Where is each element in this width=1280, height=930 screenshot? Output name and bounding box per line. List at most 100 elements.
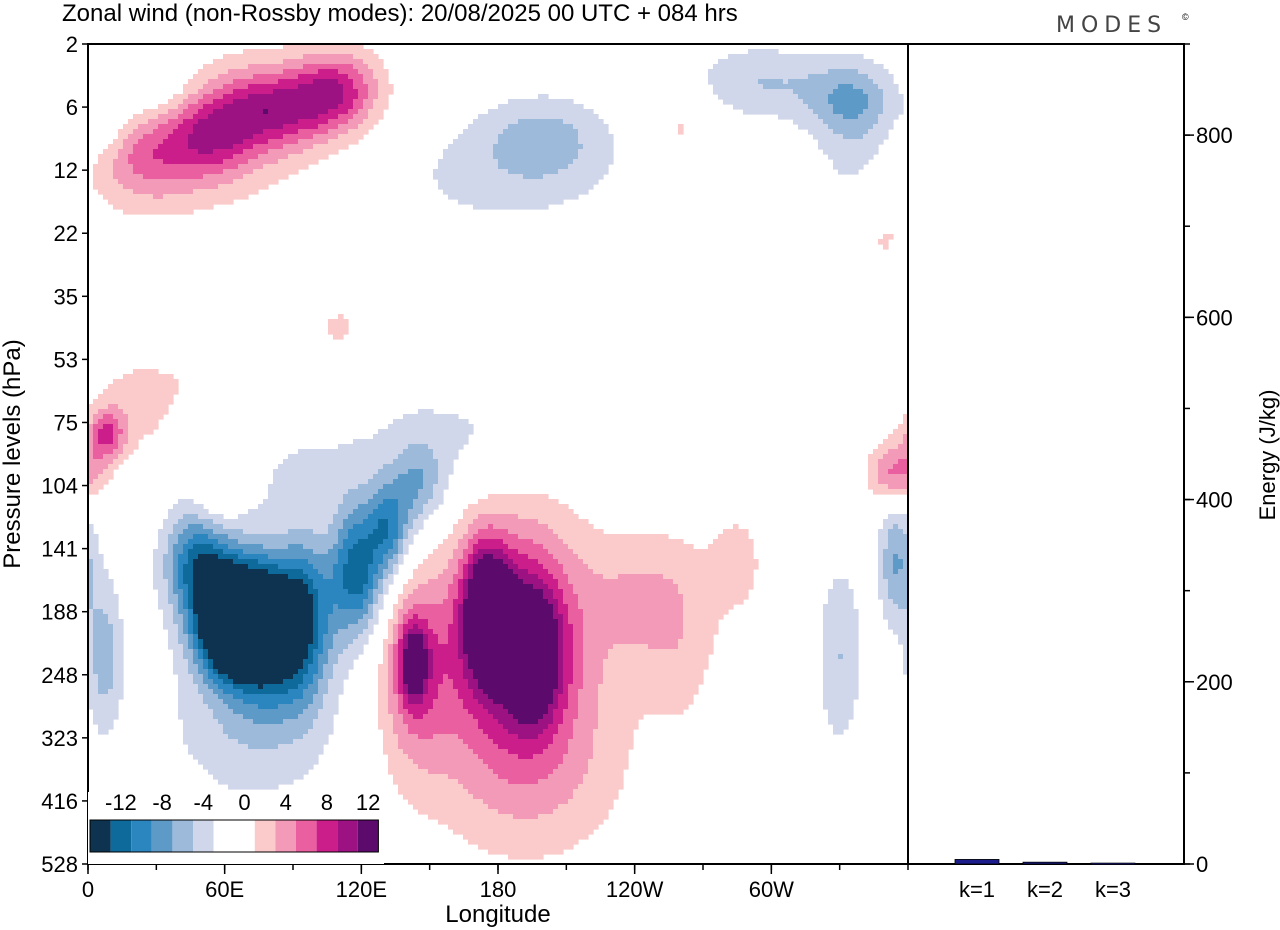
contour-cell bbox=[473, 574, 519, 580]
contour-cell bbox=[888, 529, 904, 535]
contour-cell bbox=[183, 604, 189, 610]
contour-cell bbox=[458, 644, 464, 650]
contour-cell bbox=[473, 749, 509, 755]
contour-cell bbox=[103, 454, 119, 460]
contour-cell bbox=[113, 664, 124, 670]
contour-cell bbox=[393, 674, 399, 680]
contour-cell bbox=[388, 524, 399, 530]
contour-cell bbox=[868, 464, 879, 470]
contour-cell bbox=[168, 539, 179, 545]
x-axis-label: Longitude bbox=[445, 901, 550, 928]
contour-cell bbox=[578, 714, 599, 720]
contour-cell bbox=[433, 549, 454, 555]
contour-cell bbox=[388, 669, 394, 675]
contour-cell bbox=[368, 499, 384, 505]
contour-cell bbox=[338, 539, 344, 545]
contour-cell bbox=[603, 674, 704, 680]
contour-cell bbox=[553, 809, 609, 815]
contour-cell bbox=[403, 584, 419, 590]
contour-cell bbox=[283, 69, 319, 75]
contour-cell bbox=[268, 554, 339, 560]
contour-cell bbox=[473, 119, 519, 125]
contour-cell bbox=[823, 624, 859, 630]
contour-cell bbox=[708, 74, 809, 80]
contour-cell bbox=[593, 729, 634, 735]
contour-cell bbox=[853, 84, 879, 90]
contour-cell bbox=[163, 519, 179, 525]
contour-cell bbox=[108, 614, 119, 620]
contour-cell bbox=[468, 564, 474, 570]
contour-cell bbox=[453, 679, 469, 685]
contour-cell bbox=[828, 94, 869, 100]
contour-cell bbox=[378, 519, 389, 525]
contour-cell bbox=[203, 644, 309, 650]
contour-cell bbox=[363, 604, 369, 610]
contour-cell bbox=[888, 534, 908, 540]
contour-cell bbox=[193, 659, 204, 665]
contour-cell bbox=[188, 669, 199, 675]
contour-cell bbox=[363, 74, 374, 80]
contour-cell bbox=[878, 574, 884, 580]
contour-cell bbox=[343, 499, 369, 505]
contour-cell bbox=[408, 529, 419, 535]
contour-cell bbox=[448, 639, 459, 645]
contour-cell bbox=[388, 519, 399, 525]
contour-cell bbox=[573, 634, 584, 640]
contour-cell bbox=[173, 524, 189, 530]
contour-cell bbox=[493, 769, 554, 775]
contour-cell bbox=[408, 699, 424, 705]
contour-cell bbox=[873, 449, 889, 455]
contour-cell bbox=[518, 564, 544, 570]
contour-cell bbox=[443, 539, 459, 545]
contour-cell bbox=[403, 644, 409, 650]
contour-cell bbox=[203, 764, 314, 770]
contour-cell bbox=[218, 554, 239, 560]
contour-cell bbox=[868, 479, 879, 485]
contour-cell bbox=[708, 79, 759, 85]
contour-cell bbox=[548, 704, 559, 710]
contour-cell bbox=[558, 599, 564, 605]
contour-cell bbox=[463, 579, 469, 585]
contour-cell bbox=[558, 729, 574, 735]
contour-cell bbox=[488, 764, 559, 770]
contour-cell bbox=[678, 589, 749, 595]
contour-cell bbox=[393, 544, 399, 550]
contour-cell bbox=[578, 699, 599, 705]
contour-cell bbox=[468, 589, 544, 595]
contour-cell bbox=[478, 699, 494, 705]
contour-cell bbox=[248, 159, 279, 165]
contour-cell bbox=[408, 799, 484, 805]
contour-cell bbox=[128, 154, 154, 160]
contour-cell bbox=[183, 529, 214, 535]
contour-cell bbox=[208, 669, 214, 675]
contour-cell bbox=[208, 664, 214, 670]
contour-cell bbox=[198, 514, 224, 520]
contour-cell bbox=[368, 589, 374, 595]
contour-cell bbox=[478, 539, 504, 545]
contour-cell bbox=[283, 459, 394, 465]
contour-cell bbox=[303, 734, 329, 740]
contour-cell bbox=[253, 169, 299, 175]
contour-cell bbox=[708, 69, 829, 75]
contour-cell bbox=[563, 119, 604, 125]
contour-cell bbox=[378, 564, 389, 570]
contour-cell bbox=[408, 634, 424, 640]
contour-cell bbox=[188, 624, 194, 630]
contour-cell bbox=[198, 624, 314, 630]
contour-cell bbox=[468, 529, 479, 535]
contour-cell bbox=[873, 79, 894, 85]
contour-cell bbox=[178, 584, 189, 590]
contour-cell bbox=[368, 574, 374, 580]
contour-cell bbox=[153, 584, 169, 590]
contour-cell bbox=[233, 79, 279, 85]
contour-cell bbox=[583, 774, 624, 780]
contour-cell bbox=[563, 594, 579, 600]
contour-cell bbox=[133, 129, 154, 135]
contour-cell bbox=[598, 689, 699, 695]
contour-cell bbox=[458, 609, 464, 615]
contour-cell bbox=[93, 599, 119, 605]
contour-cell bbox=[338, 549, 349, 555]
contour-cell bbox=[883, 604, 899, 610]
contour-cell bbox=[383, 574, 389, 580]
